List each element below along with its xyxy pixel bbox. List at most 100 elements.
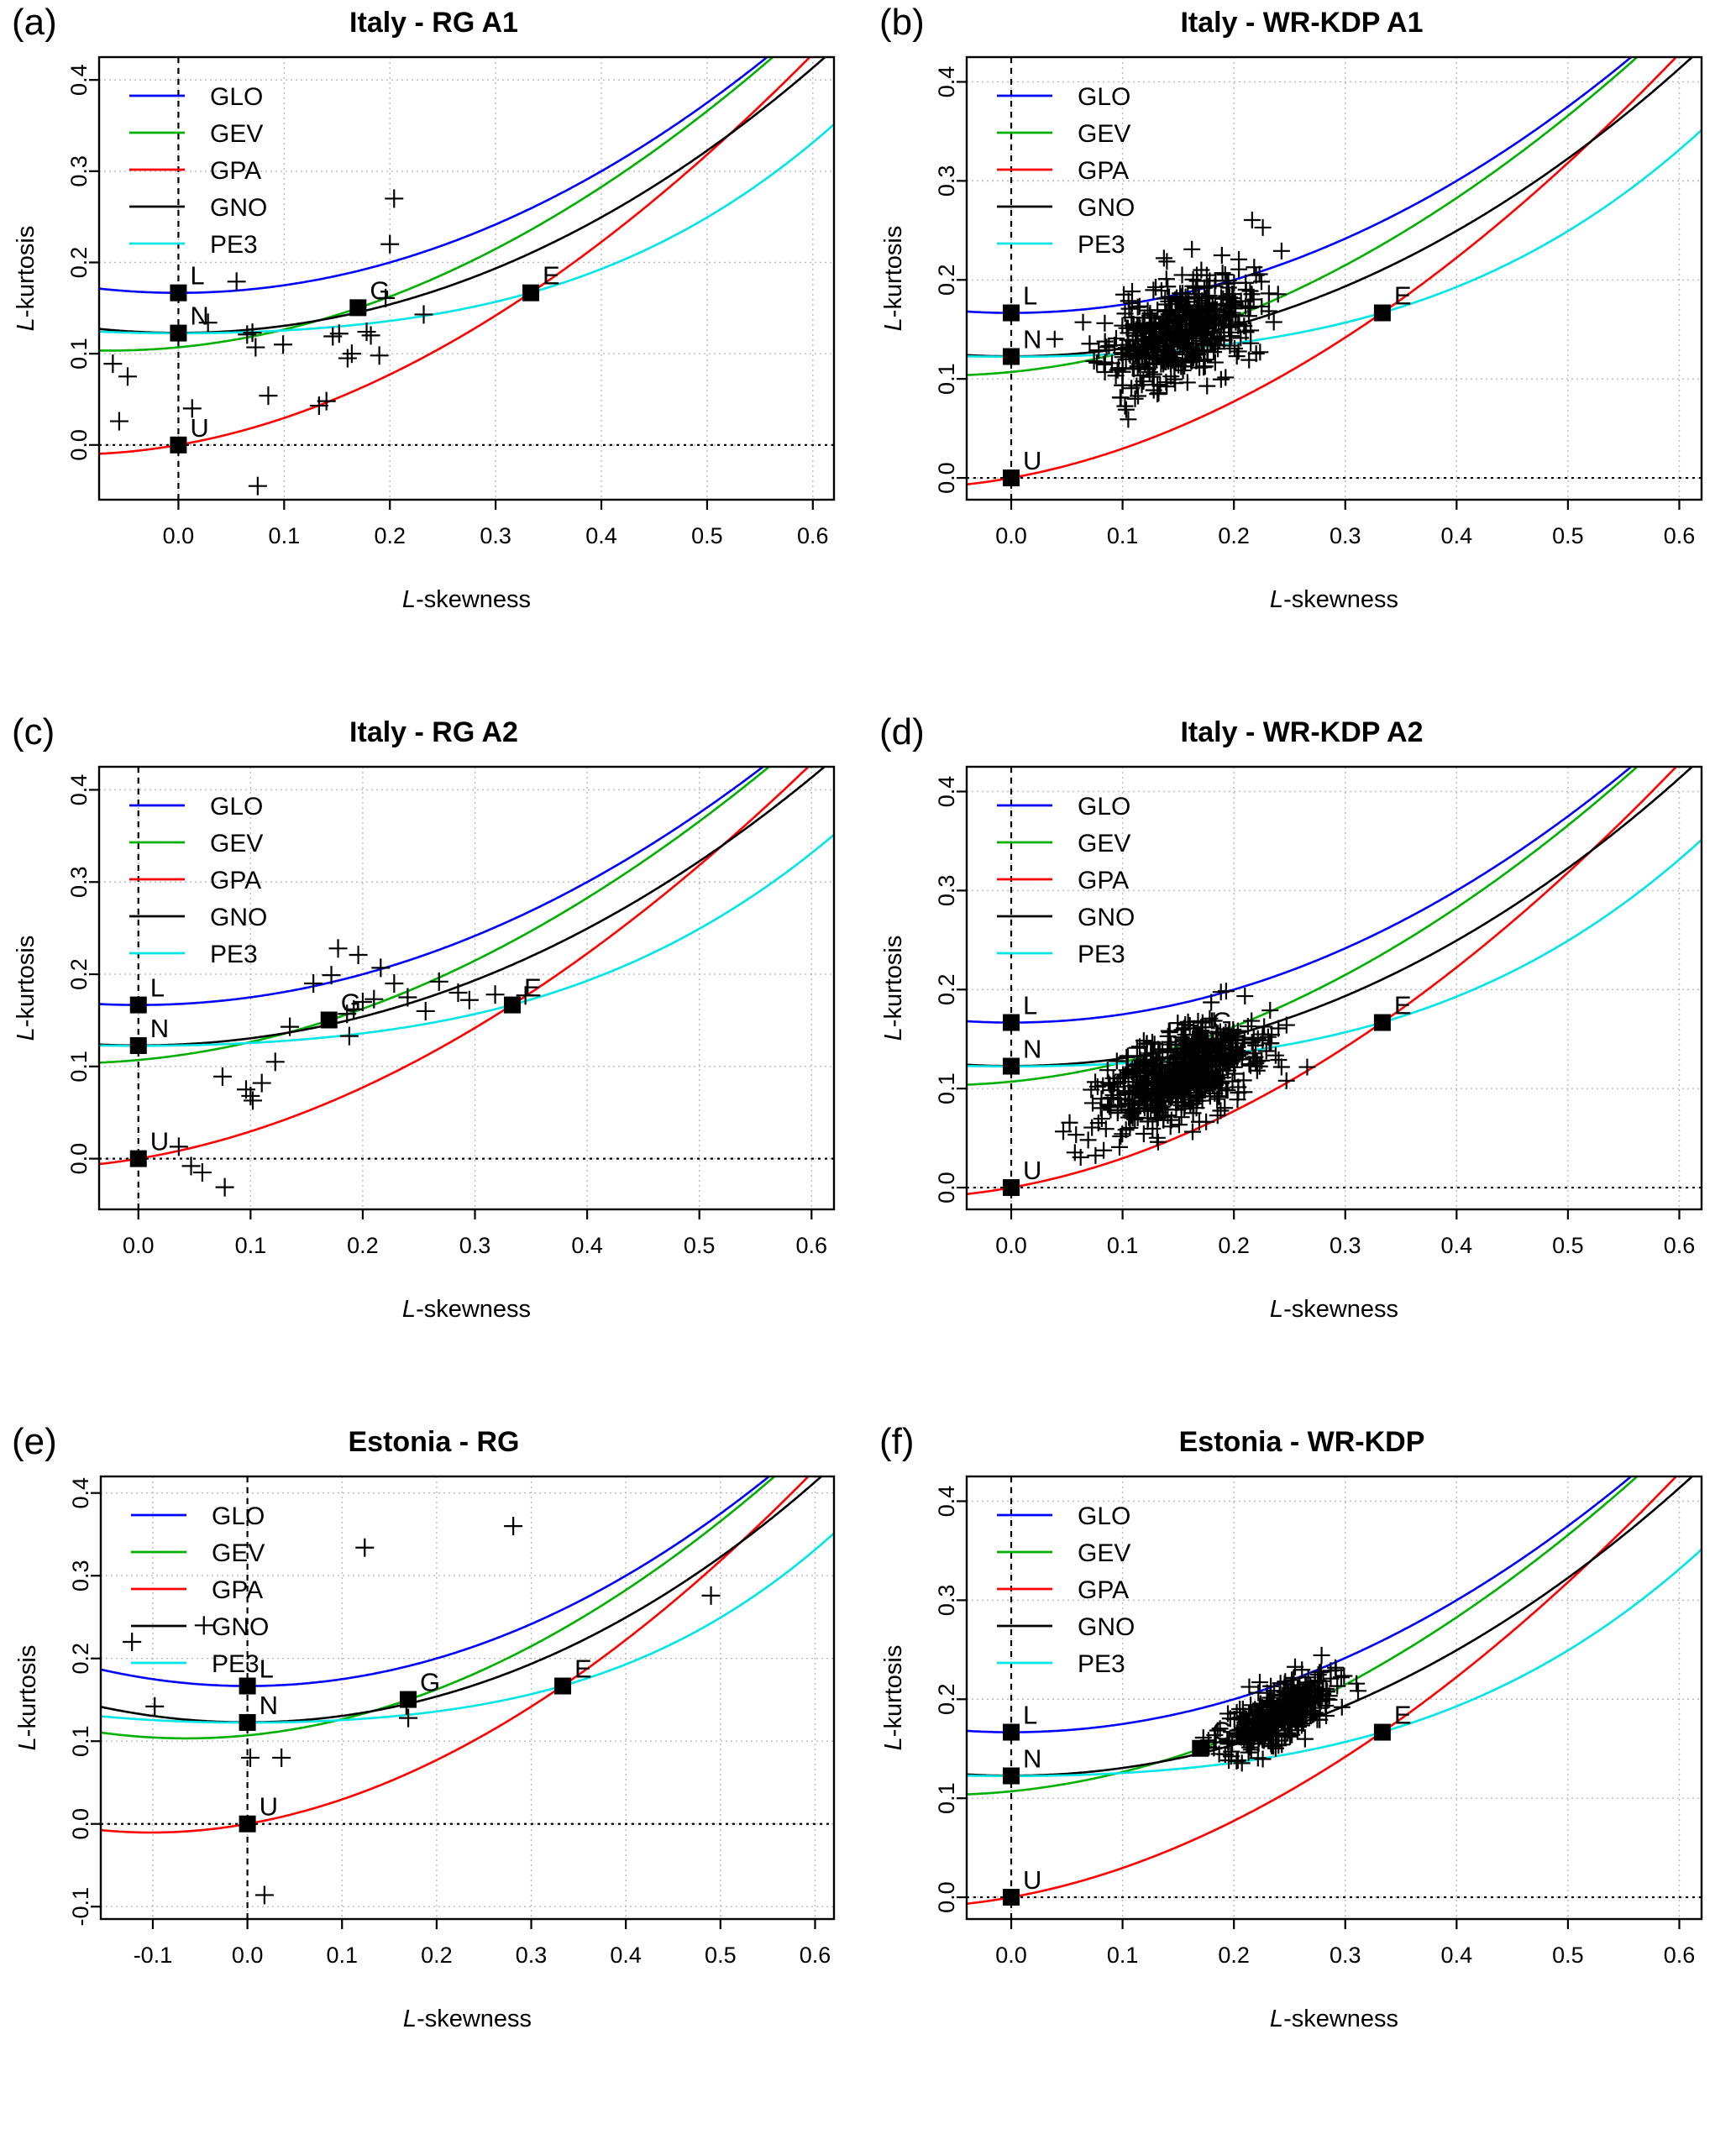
y-tick-label: 0.1 — [68, 1725, 93, 1757]
curve-glo — [101, 1476, 771, 1687]
marker-label-e: E — [1394, 991, 1412, 1020]
panel-title: Italy - WR-KDP A2 — [1180, 716, 1424, 748]
marker-label-e: E — [543, 261, 560, 291]
y-tick-label: 0.2 — [66, 958, 92, 990]
curve-gev — [99, 767, 771, 1064]
marker-n — [129, 1037, 147, 1055]
curve-pe3 — [99, 833, 834, 1047]
chart-panel-d: (d) Italy - WR-KDP A2 L N U G E 0.0 0.1 0.2 0.3 0.4… — [868, 710, 1736, 1419]
panel-title: Italy - RG A2 — [349, 716, 518, 748]
y-tick-label: 0.0 — [934, 1172, 959, 1203]
y-tick-label: 0.4 — [66, 774, 92, 806]
data-points — [169, 939, 535, 1197]
x-tick-label: 0.0 — [995, 1233, 1027, 1258]
data-points — [1194, 1646, 1367, 1772]
data-points — [123, 1517, 721, 1905]
panel-title: Estonia - RG — [348, 1426, 520, 1458]
x-tick-label: 0.2 — [374, 523, 406, 548]
x-tick-label: 0.2 — [421, 1943, 453, 1968]
axes: 0.0 0.1 0.2 0.3 0.4 0.5 0.6 0.0 0.1 0.2 0.3 0.4 — [934, 776, 1695, 1258]
marker-g — [349, 299, 367, 317]
curve-gev — [99, 57, 775, 352]
curve-gno — [99, 767, 826, 1047]
marker-label-u: U — [1023, 1156, 1041, 1185]
legend-label-gno: GNO — [210, 904, 267, 931]
x-tick-label: 0.5 — [1552, 1943, 1584, 1968]
legend-label-glo: GLO — [210, 83, 263, 111]
x-axis-title: L-skewness — [403, 2006, 532, 2032]
curve-gpa — [99, 57, 812, 455]
y-tick-label: 0.0 — [934, 1881, 959, 1913]
panel-letter: (d) — [879, 711, 925, 752]
y-tick-label: 0.3 — [68, 1560, 93, 1592]
plot-frame — [97, 55, 836, 501]
chart-panel-f: (f) Estonia - WR-KDP L N U G E 0.0 0.1 0.2 0.3 0.4 0… — [868, 1419, 1736, 2128]
plot-frame — [965, 1475, 1703, 1921]
panel-title: Italy - RG A1 — [349, 7, 518, 39]
special-points: LN U G E — [1003, 991, 1412, 1197]
legend-label-gev: GEV — [210, 830, 263, 857]
legend-label-glo: GLO — [1078, 793, 1130, 821]
legend-label-gpa: GPA — [1078, 867, 1129, 894]
x-tick-label: 0.3 — [1330, 1233, 1361, 1258]
marker-l — [129, 996, 147, 1014]
chart-panel-e: (e) Estonia - RG L N U G E -0.1 0.0 0.1 0.2 0.3 0.4 0… — [0, 1419, 868, 2128]
marker-l — [1003, 304, 1020, 322]
y-tick-label: 0.2 — [934, 1683, 959, 1715]
panel-title: Italy - WR-KDP A1 — [1180, 7, 1424, 39]
legend-label-gno: GNO — [1078, 1613, 1135, 1641]
chart-panel-a: (a) Italy - RG A1 L N U G E 0.0 0.1 0.2 0.3 0.4 0.5 0… — [0, 0, 868, 710]
x-tick-label: 0.6 — [797, 523, 829, 548]
y-axis-title: L-kurtosis — [880, 936, 907, 1041]
curve-gpa — [101, 1476, 810, 1834]
curve-pe3 — [967, 838, 1702, 1068]
x-tick-label: 0.3 — [480, 523, 511, 548]
legend-label-gpa: GPA — [1078, 1576, 1129, 1604]
data-points — [103, 189, 433, 496]
marker-label-e: E — [574, 1654, 592, 1684]
marker-label-n: N — [190, 302, 208, 331]
curve-gev — [967, 57, 1639, 376]
legend: GLO GEV GPA GNO PE3 — [131, 1502, 269, 1678]
legend-label-gev: GEV — [1078, 1539, 1130, 1567]
marker-n — [1003, 1767, 1020, 1785]
marker-u — [170, 436, 187, 454]
marker-label-g: G — [341, 988, 361, 1017]
x-tick-label: 0.0 — [163, 523, 195, 548]
curve-pe3 — [967, 128, 1702, 359]
y-tick-label: 0.0 — [934, 462, 959, 494]
x-tick-label: 0.5 — [705, 1943, 737, 1968]
legend-label-gno: GNO — [1078, 904, 1135, 931]
curve-gev — [967, 767, 1639, 1086]
y-axis-title: L-kurtosis — [880, 1645, 907, 1751]
y-axis-title: L-kurtosis — [13, 226, 39, 332]
x-tick-label: 0.1 — [1107, 523, 1139, 548]
marker-u — [1003, 469, 1020, 487]
curve-pe3 — [99, 123, 834, 335]
plot-frame — [99, 1475, 836, 1921]
marker-label-n: N — [150, 1014, 169, 1043]
x-tick-label: 0.2 — [1218, 1943, 1250, 1968]
axes: 0.0 0.1 0.2 0.3 0.4 0.5 0.6 0.0 0.1 0.2 0.3 0.4 — [66, 774, 827, 1258]
marker-label-u: U — [150, 1127, 169, 1156]
curve-glo — [967, 57, 1634, 314]
marker-label-g: G — [1212, 1717, 1232, 1746]
legend-label-pe3: PE3 — [1078, 1650, 1125, 1678]
panel-title: Estonia - WR-KDP — [1178, 1426, 1425, 1458]
chart-panel-c: (c) Italy - RG A2 L N U G E 0.0 0.1 0.2 0.3 0.4 0.5 0… — [0, 710, 868, 1419]
x-tick-label: 0.1 — [1107, 1943, 1139, 1968]
legend-label-gpa: GPA — [1078, 157, 1129, 185]
x-axis-title: L-skewness — [1270, 2006, 1398, 2032]
data-points — [1055, 983, 1316, 1166]
x-tick-label: 0.6 — [796, 1233, 828, 1258]
marker-e — [1373, 1014, 1391, 1031]
marker-label-l: L — [1023, 1701, 1037, 1730]
x-tick-label: 0.5 — [1552, 1233, 1584, 1258]
axes: 0.0 0.1 0.2 0.3 0.4 0.5 0.6 0.0 0.1 0.2 0.3 0.4 — [66, 64, 829, 548]
legend-label-gev: GEV — [210, 120, 263, 148]
x-tick-label: 0.4 — [1441, 1943, 1473, 1968]
x-tick-label: 0.6 — [1664, 523, 1696, 548]
